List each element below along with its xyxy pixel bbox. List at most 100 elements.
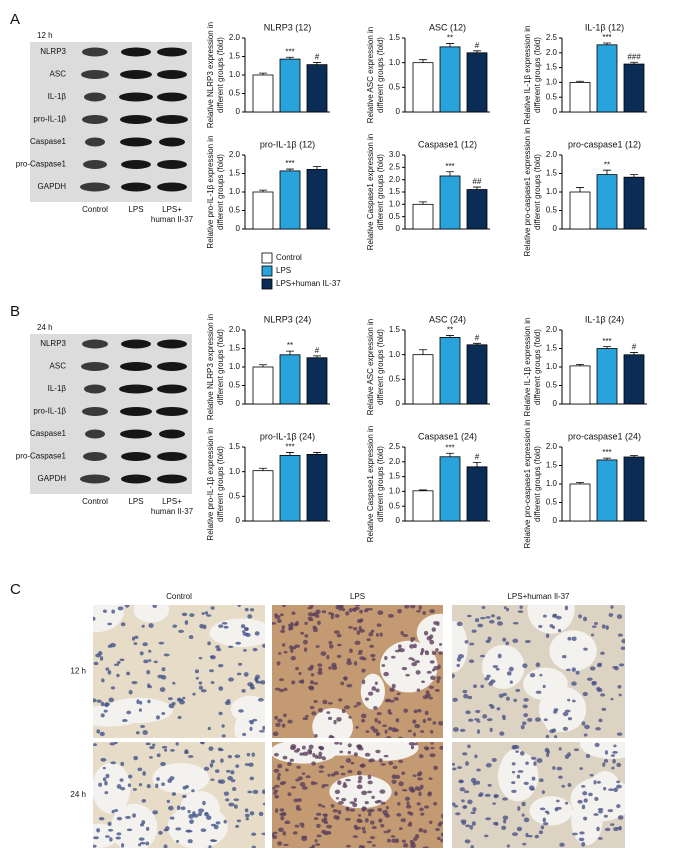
nucleus <box>337 809 342 815</box>
nucleus <box>262 802 265 806</box>
nucleus <box>206 815 212 821</box>
nucleus <box>542 684 546 689</box>
nucleus <box>189 819 194 824</box>
nucleus <box>430 742 434 745</box>
nucleus <box>237 605 241 607</box>
nucleus <box>309 680 314 685</box>
significance-label: ### <box>627 52 641 61</box>
bar <box>306 64 328 113</box>
nucleus <box>412 732 417 737</box>
nucleus <box>417 777 423 781</box>
nucleus <box>596 780 601 784</box>
y-tick-label: 0.5 <box>546 498 558 507</box>
nucleus <box>120 786 126 791</box>
nucleus <box>273 789 279 793</box>
nucleus <box>368 632 374 637</box>
nucleus <box>492 664 499 669</box>
nucleus <box>104 835 110 838</box>
nucleus <box>522 704 528 709</box>
nucleus <box>105 773 110 779</box>
nucleus <box>279 613 284 617</box>
nucleus <box>456 621 463 627</box>
nucleus <box>275 722 281 728</box>
nucleus <box>401 771 406 775</box>
nucleus <box>126 671 131 676</box>
y-tick-label: 1.0 <box>546 187 558 196</box>
nucleus <box>274 808 279 813</box>
nucleus <box>302 751 309 756</box>
y-tick-label: 2.0 <box>389 457 401 466</box>
nucleus <box>322 813 328 817</box>
nucleus <box>594 621 599 625</box>
nucleus <box>353 661 358 666</box>
nucleus <box>384 729 388 734</box>
nucleus <box>431 627 436 632</box>
blot-row-label: pro-Caspase1 <box>16 452 67 461</box>
nucleus <box>153 660 158 664</box>
bar <box>306 453 328 522</box>
nucleus <box>282 831 287 836</box>
bar <box>279 354 301 405</box>
nucleus <box>202 624 207 630</box>
nucleus <box>424 746 430 751</box>
nucleus <box>290 655 296 661</box>
nucleus <box>327 773 331 777</box>
nucleus <box>204 611 209 615</box>
nucleus <box>410 745 415 750</box>
nucleus <box>254 631 260 636</box>
nucleus <box>453 804 459 808</box>
y-tick-label: 0.5 <box>389 501 401 510</box>
nucleus <box>545 734 550 738</box>
nucleus <box>406 801 410 806</box>
nucleus <box>110 761 117 765</box>
nucleus <box>100 701 105 707</box>
blot-band <box>156 407 188 416</box>
blot-band <box>82 47 108 57</box>
nucleus <box>452 673 455 679</box>
blot-band <box>157 474 187 484</box>
nucleus <box>273 752 279 757</box>
nucleus <box>149 745 155 750</box>
nucleus <box>247 790 253 794</box>
nucleus <box>376 732 381 736</box>
nucleus <box>566 668 571 672</box>
nucleus <box>159 687 166 692</box>
bar <box>412 354 434 405</box>
nucleus <box>597 662 603 666</box>
nucleus <box>107 622 112 626</box>
nucleus <box>471 821 476 826</box>
nucleus <box>422 695 429 700</box>
airspace <box>133 605 170 623</box>
nucleus <box>283 713 287 718</box>
nucleus <box>422 611 427 615</box>
y-axis-label: Relative ASC expression in <box>366 27 375 124</box>
nucleus <box>591 625 597 628</box>
nucleus <box>277 618 282 624</box>
nucleus <box>333 719 337 725</box>
nucleus <box>610 605 614 609</box>
airspace <box>542 696 568 733</box>
nucleus <box>491 757 497 762</box>
nucleus <box>616 804 621 809</box>
nucleus <box>429 660 435 664</box>
nucleus <box>345 611 350 616</box>
nucleus <box>543 718 548 721</box>
y-axis-label: Relative pro-caspase1 expression in <box>523 420 532 549</box>
bar <box>439 336 461 405</box>
nucleus <box>516 774 521 779</box>
nucleus <box>313 817 319 821</box>
error-bar <box>313 62 321 65</box>
blot-row-label: NLRP3 <box>40 339 66 348</box>
error-bar <box>473 186 481 190</box>
nucleus <box>358 775 363 781</box>
y-tick-label: 0 <box>236 516 241 525</box>
nucleus <box>468 718 474 722</box>
y-tick-label: 1.0 <box>229 467 241 476</box>
nucleus <box>410 639 414 643</box>
nucleus <box>505 641 510 646</box>
nucleus <box>165 826 170 831</box>
bar <box>569 82 591 113</box>
nucleus <box>127 774 133 779</box>
nucleus <box>375 688 380 693</box>
